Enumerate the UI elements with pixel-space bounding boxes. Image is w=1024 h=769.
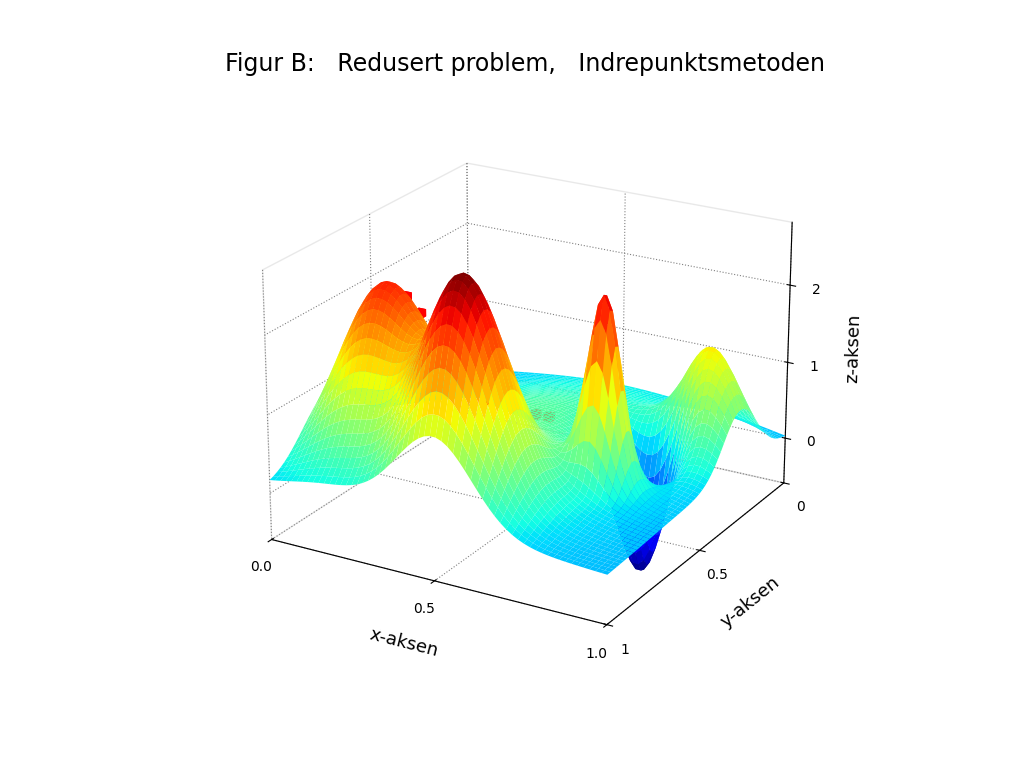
Y-axis label: y-aksen: y-aksen <box>717 573 783 631</box>
Title: Figur B:   Redusert problem,   Indrepunktsmetoden: Figur B: Redusert problem, Indrepunktsme… <box>225 52 824 76</box>
X-axis label: x-aksen: x-aksen <box>368 625 440 661</box>
